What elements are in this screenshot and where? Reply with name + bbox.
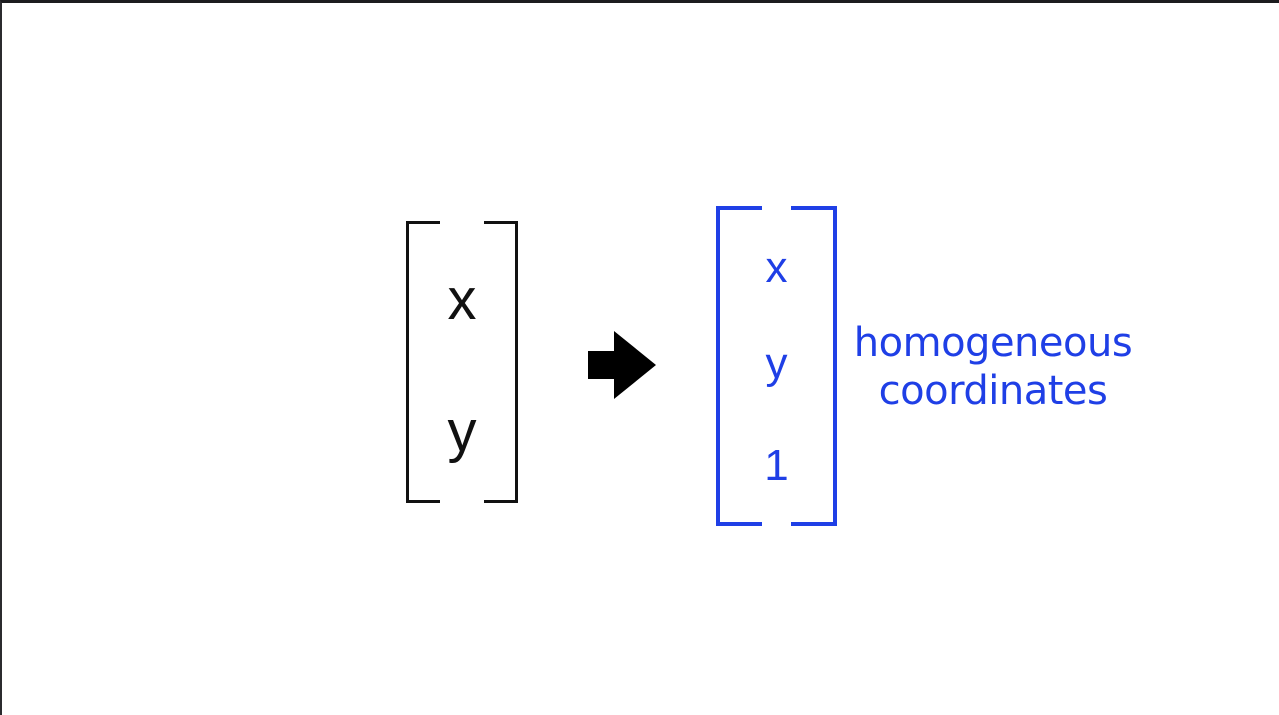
cartesian-vector: x y bbox=[406, 221, 518, 503]
label-line-2: coordinates bbox=[878, 368, 1108, 414]
homogeneous-coordinates-label: homogeneous coordinates bbox=[848, 319, 1138, 415]
homogeneous-vector: x y 1 bbox=[716, 206, 837, 526]
right-arrow-icon bbox=[588, 331, 656, 399]
vector-entry-y: y bbox=[447, 399, 477, 464]
vector-entry-y: y bbox=[765, 339, 788, 388]
label-line-1: homogeneous bbox=[853, 320, 1133, 366]
vector-entry-one: 1 bbox=[764, 441, 789, 490]
right-bracket bbox=[791, 206, 837, 526]
left-bracket bbox=[716, 206, 762, 526]
left-bracket bbox=[406, 221, 440, 503]
vector-entry-x: x bbox=[765, 243, 788, 292]
vector-entry-x: x bbox=[447, 267, 477, 332]
right-bracket bbox=[484, 221, 518, 503]
